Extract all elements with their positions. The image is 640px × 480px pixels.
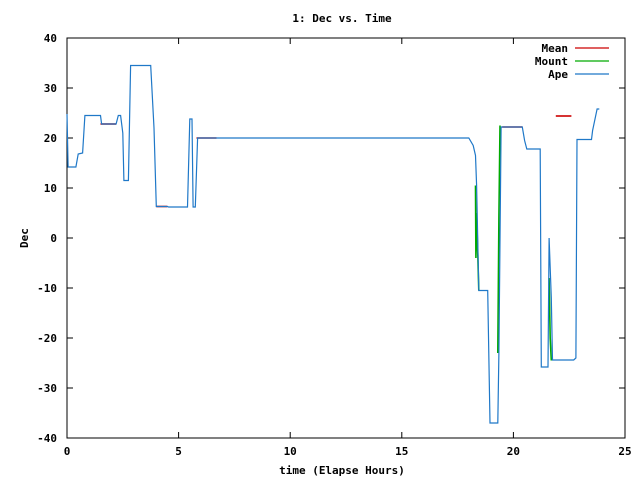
x-tick-label: 0 <box>64 445 71 458</box>
x-tick-label: 15 <box>395 445 408 458</box>
y-tick-label: 30 <box>44 82 57 95</box>
chart-title: 1: Dec vs. Time <box>292 12 392 25</box>
y-tick-label: 0 <box>50 232 57 245</box>
legend-label-ape: Ape <box>548 68 568 81</box>
x-tick-label: 20 <box>507 445 520 458</box>
x-tick-label: 5 <box>175 445 182 458</box>
x-tick-label: 25 <box>618 445 631 458</box>
y-tick-label: -40 <box>37 432 57 445</box>
x-axis-label: time (Elapse Hours) <box>279 464 405 477</box>
y-tick-label: 10 <box>44 182 57 195</box>
plot-area: 0 5 10 15 20 25 -40 -30 -20 -10 0 10 20 30 40 <box>37 32 632 458</box>
x-tick-label: 10 <box>284 445 297 458</box>
legend-label-mean: Mean <box>542 42 569 55</box>
y-tick-label: 20 <box>44 132 57 145</box>
series-segment-mount <box>548 277 553 361</box>
y-tick-label: -20 <box>37 332 57 345</box>
series-line-ape <box>66 64 600 424</box>
y-tick-label: 40 <box>44 32 57 45</box>
y-tick-label: -30 <box>37 382 57 395</box>
legend-label-mount: Mount <box>535 55 568 68</box>
y-tick-label: -10 <box>37 282 57 295</box>
series-segment-mount <box>497 125 501 354</box>
y-axis-label: Dec <box>18 228 31 248</box>
